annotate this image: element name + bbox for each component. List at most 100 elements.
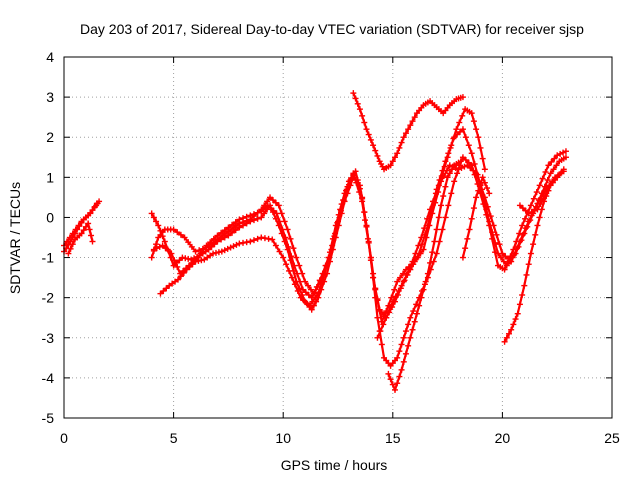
data-point-marker [290,245,297,252]
data-point-marker [512,316,519,323]
data-point-marker [462,134,469,141]
data-point-marker [161,238,168,245]
data-point-marker [254,215,261,222]
data-point-marker [411,114,418,121]
data-point-marker [427,259,434,266]
data-point-marker [394,150,401,157]
data-point-marker [394,278,401,285]
data-point-marker [527,250,534,257]
data-point-marker [453,126,460,133]
data-point-marker [352,95,359,102]
data-point-marker [254,235,261,242]
data-point-marker [486,190,493,197]
data-point-marker [153,218,160,225]
data-point-marker [438,172,445,179]
data-point-marker [468,215,475,222]
data-point-marker [354,100,361,107]
series-sat-c [65,220,96,257]
data-point-marker [412,250,419,257]
series-sat-h [350,90,466,173]
data-point-marker [388,294,395,301]
data-point-marker [389,381,396,388]
data-point-marker [229,229,236,236]
data-point-marker [291,262,298,269]
y-tick-label: -2 [42,290,55,306]
data-point-marker [236,224,243,231]
data-point-marker [243,220,250,227]
data-point-marker [457,158,464,165]
data-point-marker [530,241,537,248]
data-point-marker [537,201,544,208]
series-trace [503,168,565,343]
data-point-marker [296,262,303,269]
data-point-marker [387,376,394,383]
data-point-marker [314,283,321,290]
data-series [61,90,569,394]
data-point-marker [294,287,301,294]
data-point-marker [396,348,403,355]
data-point-marker [548,158,555,165]
series-sat-k [459,174,493,261]
data-point-marker [308,294,315,301]
data-point-marker [153,241,160,248]
data-point-marker [402,328,409,335]
data-point-marker [258,214,265,221]
data-point-marker [542,168,549,175]
series-trace [63,200,100,247]
data-point-marker [282,234,289,241]
data-point-marker [541,183,548,190]
x-tick-label: 0 [60,430,68,446]
data-point-marker [148,254,155,261]
data-point-marker [232,227,239,234]
x-tick-labels: 0 5 10 15 20 25 [60,430,620,446]
data-point-marker [466,226,473,233]
data-point-marker [278,210,285,217]
data-point-marker [407,314,414,321]
data-point-marker [372,147,379,154]
data-point-marker [177,231,184,238]
data-point-marker [473,126,480,133]
series-sat-j [385,158,464,394]
data-point-marker [562,154,569,161]
data-point-marker [210,235,217,242]
data-point-marker [82,223,89,230]
data-point-marker [518,237,525,244]
data-point-marker [421,225,428,232]
series-trace [150,127,567,320]
data-point-marker [400,134,407,141]
data-point-marker [411,318,418,325]
data-point-marker [450,135,457,142]
data-point-marker [402,350,409,357]
data-point-marker [69,241,76,248]
data-point-marker [389,304,396,311]
data-point-marker [400,278,407,285]
data-point-marker [445,202,452,209]
data-point-marker [436,238,443,245]
data-point-marker [148,210,155,217]
data-point-marker [192,248,199,255]
data-point-marker [464,235,471,242]
data-point-marker [394,354,401,361]
data-point-marker [459,254,466,261]
data-point-marker [446,170,453,177]
data-point-marker [353,179,360,186]
data-point-marker [359,198,366,205]
data-point-marker [75,222,82,229]
data-point-marker [377,328,384,335]
data-point-marker [534,222,541,229]
data-point-marker [240,222,247,229]
data-point-marker [473,194,480,201]
data-point-marker [297,278,304,285]
y-axis-label: SDTVAR / TECUs [7,182,23,294]
data-point-marker [525,261,532,268]
data-point-marker [481,179,488,186]
data-point-marker [454,170,461,177]
data-point-marker [448,190,455,197]
x-tick-label: 25 [604,430,620,446]
data-point-marker [181,234,188,241]
data-point-marker [250,237,257,244]
data-point-marker [386,309,393,316]
data-point-marker [185,239,192,246]
data-point-marker [536,214,543,221]
data-point-marker [374,314,381,321]
